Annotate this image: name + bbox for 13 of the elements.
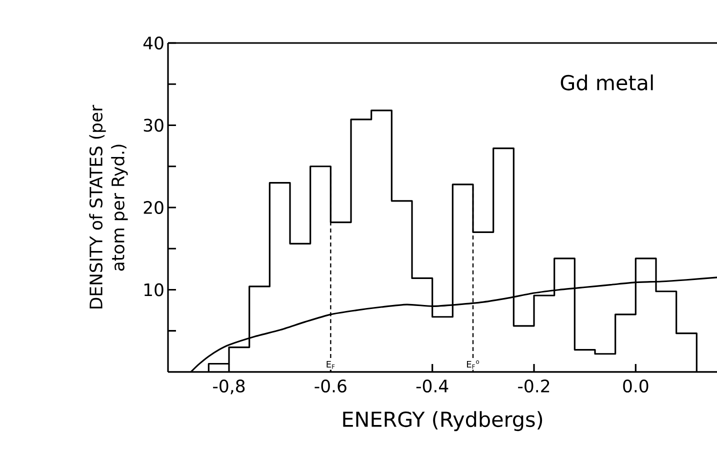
ref-line-label: E$_{F}$ [326,360,335,369]
x-tick-label: -0.4 [416,379,448,393]
x-tick-label: -0.6 [314,379,346,393]
annotation: Gd metal [560,74,653,90]
x-tick-label: -0,8 [213,379,245,394]
x-tick-label: -0.2 [518,379,550,393]
y-tick-label: 20 [144,200,164,214]
y-tick-label: 10 [144,283,164,296]
x-axis-title: ENERGY (Rydbergs) [343,411,542,432]
x-tick-label: 0.0 [623,379,648,393]
y-tick-label: 40 [143,36,164,50]
y-axis-title: DENSITY of STATES (per atom per Ryd.) [89,104,128,308]
y-tick-label: 30 [144,118,164,132]
